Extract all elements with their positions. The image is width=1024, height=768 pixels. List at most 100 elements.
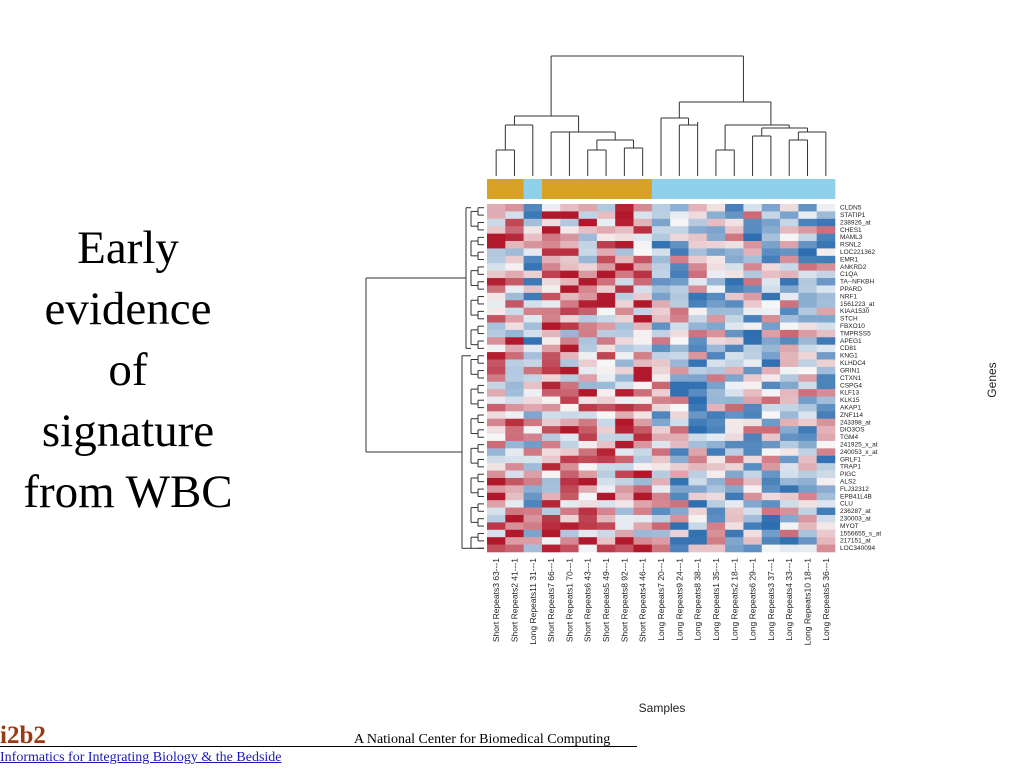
heatmap-cell (816, 433, 836, 442)
heatmap-cell (615, 226, 634, 234)
heatmap-cell (725, 211, 744, 220)
heatmap-cell (487, 263, 506, 271)
heatmap-cell (651, 255, 671, 264)
heatmap-cell (761, 263, 781, 271)
heatmap-cell (560, 374, 579, 383)
heatmap-cell (670, 448, 689, 457)
heatmap-cell (523, 226, 543, 234)
heatmap-cell (633, 544, 653, 553)
heatmap-cell (560, 204, 579, 212)
heatmap-cell (633, 352, 653, 360)
heatmap-cell (816, 418, 836, 427)
heatmap-cell (780, 359, 799, 368)
heatmap-cell (541, 300, 561, 308)
heatmap-cell (541, 241, 561, 249)
heatmap-cell (633, 381, 653, 390)
heatmap-cell (816, 263, 836, 271)
heatmap-cell (633, 455, 653, 464)
heatmap-cell (743, 389, 763, 397)
heatmap-cell (798, 529, 817, 538)
heatmap-cell (798, 211, 817, 220)
heatmap-cell (615, 307, 634, 316)
heatmap-cell (780, 211, 799, 220)
heatmap-cell (670, 389, 689, 397)
heatmap-cell (816, 344, 836, 353)
sample-label: Long Repeats4 33---1 (784, 558, 794, 641)
gene-label: KLHDC4 (840, 360, 866, 367)
heatmap-cell (615, 485, 634, 494)
heatmap-cell (523, 359, 543, 368)
heatmap-cell (633, 337, 653, 345)
heatmap-cell (743, 500, 763, 508)
heatmap-cell (560, 470, 579, 479)
heatmap-cell (743, 470, 763, 479)
heatmap-cell (596, 329, 616, 338)
heatmap-cell (596, 492, 616, 501)
heatmap-cell (487, 470, 506, 479)
heatmap-cell (615, 470, 634, 479)
heatmap-cell (615, 492, 634, 501)
heatmap-cell (560, 403, 579, 412)
heatmap-cell (560, 352, 579, 360)
gene-label: KLK15 (840, 397, 860, 404)
heatmap-cell (633, 470, 653, 479)
sample-label: Short Repeats4 46---1 (638, 558, 648, 642)
heatmap-cell (651, 292, 671, 301)
heatmap-cell (706, 470, 726, 479)
heatmap-cell (670, 381, 689, 390)
heatmap-cell (560, 241, 579, 249)
heatmap-cell (761, 396, 781, 405)
heatmap-cell (725, 263, 744, 271)
group-bar-cell (560, 179, 579, 199)
heatmap-cell (651, 537, 671, 545)
heatmap-cell (761, 426, 781, 434)
heatmap-cell (780, 233, 799, 242)
heatmap-cell (651, 396, 671, 405)
heatmap-cell (651, 514, 671, 523)
heatmap-cell (560, 440, 579, 449)
heatmap-cell (651, 204, 671, 212)
heatmap-cell (688, 433, 708, 442)
heatmap-cell (743, 366, 763, 375)
heatmap-cell (688, 344, 708, 353)
group-bar-cell (725, 179, 744, 199)
heatmap-cell (560, 418, 579, 427)
heatmap-cell (798, 440, 817, 449)
heatmap-cell (688, 226, 708, 234)
heatmap-cell (615, 544, 634, 553)
sample-label: Short Repeats1 70---1 (564, 558, 574, 642)
sample-label: Long Repeats11 31---1 (528, 558, 538, 645)
heatmap-cell (798, 433, 817, 442)
heatmap-cell (743, 344, 763, 353)
heatmap-cell (596, 278, 616, 286)
heatmap-cell (725, 270, 744, 279)
heatmap-cell (816, 285, 836, 294)
heatmap-cell (487, 537, 506, 545)
heatmap-cell (505, 292, 524, 301)
heatmap-cell (725, 248, 744, 257)
heatmap-cell (798, 218, 817, 227)
y-axis-label: Genes (985, 362, 999, 397)
heatmap-cell (743, 433, 763, 442)
heatmap-cell (541, 403, 561, 412)
heatmap-cell (670, 440, 689, 449)
heatmap-cell (651, 492, 671, 501)
group-bar-cell (596, 179, 616, 199)
group-bar-cell (780, 179, 799, 199)
heatmap-cell (505, 248, 524, 257)
slide-title: Early evidence of signature from WBC (0, 218, 256, 523)
heatmap-cell (578, 485, 598, 494)
heatmap-cell (541, 544, 561, 553)
heatmap-cell (816, 322, 836, 331)
heatmap-cell (523, 248, 543, 257)
group-bar-cell (615, 179, 634, 199)
heatmap-cell (706, 366, 726, 375)
heatmap-cell (523, 507, 543, 516)
heatmap-cell (615, 241, 634, 249)
heatmap-cell (816, 211, 836, 220)
heatmap-cell (633, 418, 653, 427)
heatmap-cell (798, 537, 817, 545)
heatmap-cell (706, 455, 726, 464)
gene-label: 238926_at (840, 219, 871, 226)
i2b2-subtitle-link[interactable]: Informatics for Integrating Biology & th… (0, 750, 282, 765)
